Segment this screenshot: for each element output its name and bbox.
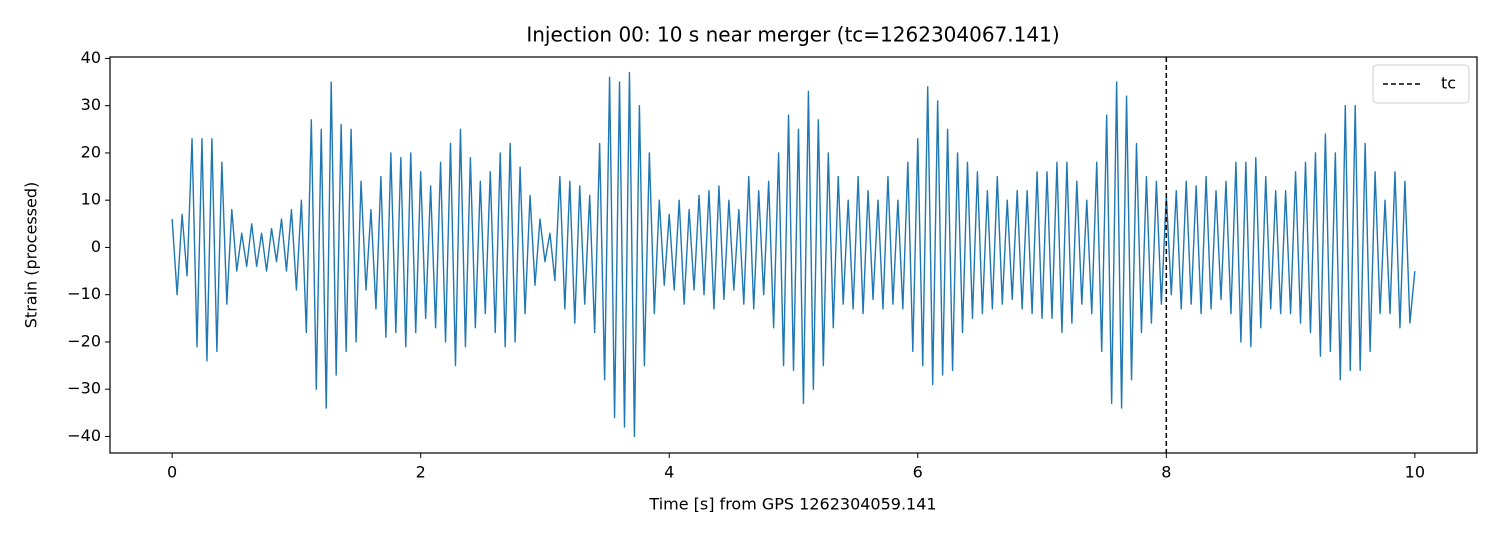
y-tick-label: 30 [81,95,101,114]
y-tick-label: −20 [67,331,101,350]
y-tick-label: −10 [67,284,101,303]
data-line [171,71,1416,438]
x-tick-label: 0 [167,463,177,482]
legend-box [1372,64,1470,104]
y-tick-label: −30 [67,379,101,398]
y-tick-label: 0 [91,237,101,256]
y-tick-label: −40 [67,426,101,445]
frame [109,56,1478,454]
x-tick-label: 8 [1161,463,1171,482]
x-tick-label: 2 [416,463,426,482]
x-axis-label: Time [s] from GPS 1262304059.141 [648,495,936,514]
y-tick-label: 40 [81,48,101,67]
legend-label: tc [1441,74,1456,93]
x-tick-label: 4 [664,463,674,482]
y-tick-label: 20 [81,142,101,161]
x-tick-label: 10 [1405,463,1425,482]
x-tick-label: 6 [913,463,923,482]
y-tick-label: 10 [81,190,101,209]
chart-title: Injection 00: 10 s near merger (tc=12623… [526,23,1059,47]
y-axis-label: Strain (processed) [22,182,41,328]
